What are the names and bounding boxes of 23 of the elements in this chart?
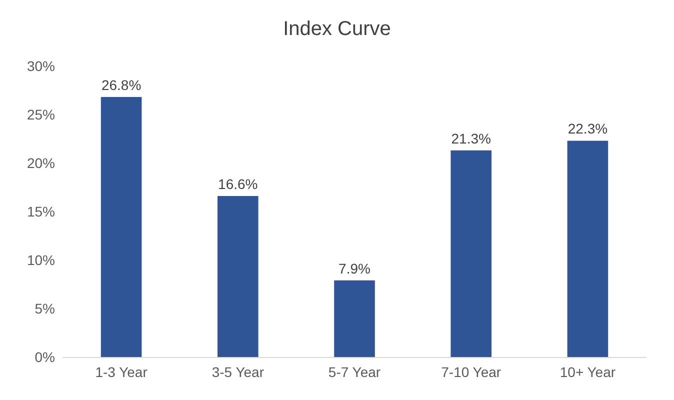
y-tick-label: 15% — [26, 204, 55, 220]
data-label: 16.6% — [218, 176, 258, 192]
x-tick-label: 3-5 Year — [212, 364, 264, 380]
bar — [100, 97, 142, 357]
x-tick-label: 5-7 Year — [328, 364, 381, 380]
data-label: 26.8% — [101, 77, 142, 94]
x-tick-label: 7-10 Year — [441, 364, 502, 380]
data-label: 7.9% — [338, 260, 370, 276]
x-tick-label: 10+ Year — [560, 364, 616, 380]
data-label: 21.3% — [451, 130, 491, 146]
y-tick-label: 10% — [26, 252, 55, 268]
chart-title: Index Curve — [283, 18, 391, 40]
y-tick-label: 5% — [34, 300, 55, 316]
bar — [450, 150, 492, 357]
bar — [567, 140, 608, 357]
y-tick-label: 25% — [26, 106, 55, 122]
bar — [217, 196, 258, 357]
data-label: 22.3% — [568, 120, 608, 137]
bar — [334, 280, 375, 357]
y-tick-label: 30% — [26, 58, 55, 74]
y-tick-label: 20% — [26, 155, 55, 171]
x-tick-label: 1-3 Year — [95, 364, 148, 380]
y-tick-label: 0% — [34, 349, 55, 365]
